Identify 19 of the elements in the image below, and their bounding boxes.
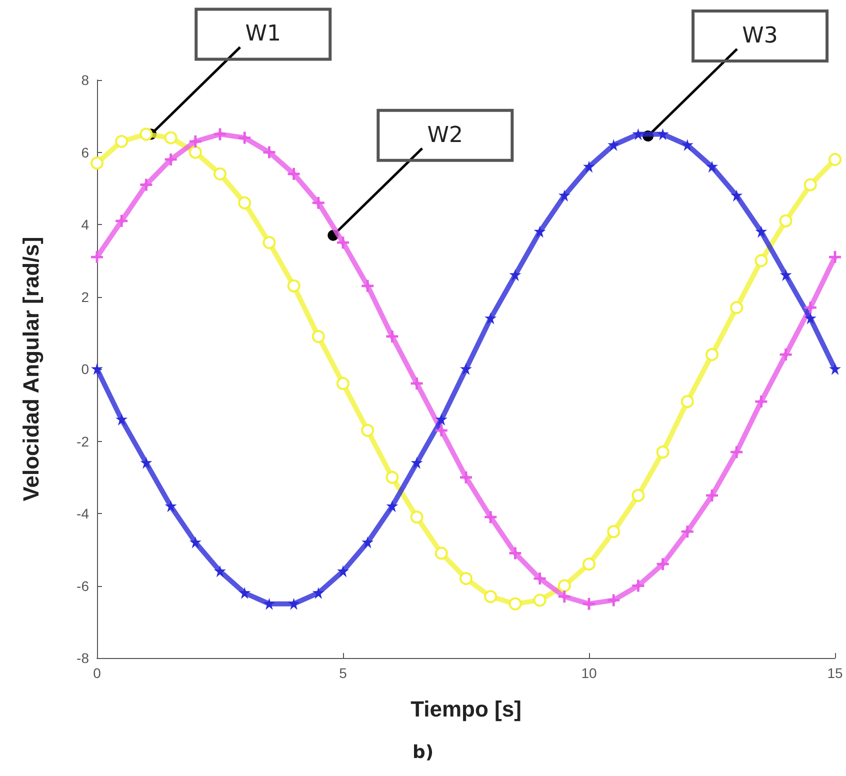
annotation: W1: [245, 22, 281, 47]
y-tick-label: 2: [81, 288, 90, 305]
annotation: W3: [742, 23, 778, 48]
y-tick-label: -8: [76, 650, 90, 666]
y-tick-label: 8: [81, 72, 90, 88]
x-tick-label: 15: [827, 665, 843, 681]
x-tick-label: 0: [93, 665, 102, 681]
x-axis-title: Tiempo [s]: [410, 696, 522, 722]
y-tick-label: 4: [81, 216, 90, 232]
y-tick-label: 0: [81, 361, 90, 377]
y-axis-title: Velocidad Angular [rad/s]: [18, 236, 44, 502]
annotation: W2: [427, 122, 464, 148]
text: b): [411, 742, 435, 763]
x-tick-label: 10: [581, 665, 597, 681]
y-tick-label: 6: [81, 144, 90, 160]
y-tick-label: -2: [76, 433, 90, 450]
x-tick-label: 5: [339, 665, 348, 681]
y-tick-label: -6: [76, 578, 90, 594]
y-tick-label: -4: [76, 506, 90, 522]
